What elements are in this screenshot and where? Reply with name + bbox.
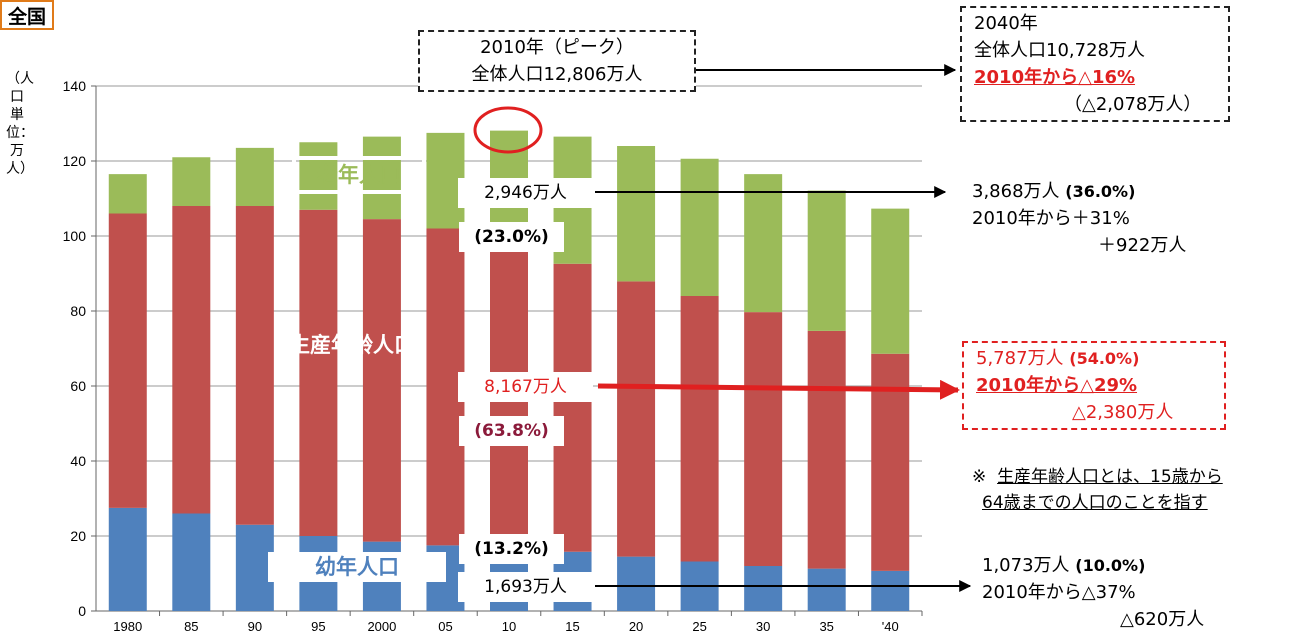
working-bar-segment (362, 219, 401, 542)
elderly-bar-segment (108, 174, 147, 214)
child-series-label: 幼年人口 (268, 552, 446, 582)
x-tick-label: 1980 (113, 619, 142, 634)
child-bar-segment (172, 513, 211, 611)
elderly-bar-segment (235, 147, 274, 206)
working-bar-segment (108, 213, 147, 508)
total-2040-line4: （△2,078万人） (1064, 94, 1202, 115)
working-bar-segment (871, 353, 910, 571)
child-2040-value: 1,073万人 (982, 555, 1070, 576)
x-tick-label: 2000 (367, 619, 396, 634)
child-bar-segment (807, 568, 846, 611)
tick-labels: 0 20 40 60 80 100 120 140 1980 85 90 95 2000 05 10 15 20… (63, 78, 899, 634)
region-badge: 全国 (0, 0, 55, 30)
elderly-2040-share: (36.0%) (1065, 182, 1136, 201)
child-bar-segment (871, 570, 910, 611)
elderly-2010-value: 2,946万人 (458, 178, 593, 208)
working-2040-callout: 5,787万人 (54.0%) 2010年から△29% △2,380万人 (962, 341, 1226, 430)
total-2040-callout: 2040年 全体人口10,728万人 2010年から△16% （△2,078万人… (960, 6, 1230, 122)
working-2040-share: (54.0%) (1069, 349, 1140, 368)
working-arrow (597, 379, 960, 400)
working-2010-value: 8,167万人 (458, 372, 593, 402)
elderly-series-label: 老年人口 (292, 156, 426, 194)
elderly-bar-segment (362, 136, 401, 220)
y-tick-label: 120 (63, 153, 87, 169)
working-bar-segment (744, 312, 783, 566)
working-bar-segment (617, 281, 656, 557)
working-bar-segment (553, 263, 592, 552)
working-2040-value: 5,787万人 (976, 348, 1064, 369)
y-tick-label: 60 (70, 378, 86, 394)
elderly-bar-segment (807, 190, 846, 331)
child-bar-segment (744, 566, 783, 611)
child-2010-value: 1,693万人 (458, 572, 593, 602)
y-tick-label: 0 (78, 603, 86, 619)
child-2010-share: (13.2%) (459, 534, 564, 564)
x-tick-label: 85 (184, 619, 198, 634)
child-2040-share: (10.0%) (1075, 556, 1146, 575)
x-tick-label: 95 (311, 619, 325, 634)
note-line2: 64歳までの人口のことを指す (982, 493, 1208, 513)
y-tick-label: 80 (70, 303, 86, 319)
note-mark: ※ (972, 467, 987, 487)
working-bar-segment (235, 206, 274, 525)
working-bar-segment (680, 296, 719, 562)
working-bar-segment (299, 209, 338, 536)
x-tick-label: 10 (502, 619, 516, 634)
y-tick-label: 100 (63, 228, 87, 244)
elderly-bar-segment (680, 158, 719, 296)
x-tick-label: 25 (692, 619, 706, 634)
child-2040-diff: △620万人 (1120, 609, 1205, 630)
elderly-2010-share: (23.0%) (459, 222, 564, 252)
x-tick-label: 90 (248, 619, 262, 634)
elderly-bar-segment (617, 146, 656, 282)
working-series-label: 生産年齢人口 (289, 333, 415, 357)
working-bar-segment (807, 330, 846, 569)
elderly-bar-segment (299, 142, 338, 210)
peak-line1: 2010年（ピーク） (480, 37, 634, 58)
y-axis-unit-label: （人口 単位：万人） (6, 71, 38, 177)
x-tick-label: 05 (438, 619, 452, 634)
child-2040-callout: 1,073万人 (10.0%) 2010年から△37% △620万人 (982, 552, 1282, 633)
total-2040-line1: 2040年 (974, 13, 1038, 34)
total-2040-line3: 2010年から△16% (974, 67, 1136, 88)
peak-line2: 全体人口12,806万人 (471, 64, 643, 85)
x-tick-label: 20 (629, 619, 643, 634)
working-2040-diff: △2,380万人 (1072, 402, 1174, 423)
definition-note: ※ 生産年齢人口とは、15歳から 64歳までの人口のことを指す (972, 464, 1223, 516)
elderly-2040-callout: 3,868万人 (36.0%) 2010年から＋31% ＋922万人 (972, 178, 1272, 259)
x-tick-label: 30 (756, 619, 770, 634)
y-tick-label: 40 (70, 453, 86, 469)
note-line1: 生産年齢人口とは、15歳から (997, 467, 1223, 487)
peak-callout: 2010年（ピーク） 全体人口12,806万人 (418, 30, 696, 92)
working-2040-change: 2010年から△29% (976, 375, 1138, 396)
working-bar-segment (172, 206, 211, 514)
y-tick-label: 140 (63, 78, 87, 94)
elderly-2040-diff: ＋922万人 (1098, 235, 1187, 256)
x-tick-label: 35 (819, 619, 833, 634)
x-tick-label: 15 (565, 619, 579, 634)
elderly-bar-segment (744, 174, 783, 313)
elderly-bar-segment (172, 157, 211, 206)
working-2010-share: (63.8%) (459, 416, 564, 446)
child-2040-change: 2010年から△37% (982, 582, 1136, 603)
elderly-2040-change: 2010年から＋31% (972, 208, 1130, 229)
y-tick-label: 20 (70, 528, 86, 544)
peak-highlight-circle (473, 106, 543, 154)
child-bar-segment (108, 507, 147, 611)
total-2040-line2: 全体人口10,728万人 (974, 40, 1145, 61)
child-bar-segment (617, 556, 656, 611)
elderly-bar-segment (871, 208, 910, 354)
elderly-2040-value: 3,868万人 (972, 181, 1060, 202)
child-bar-segment (235, 524, 274, 611)
x-tick-label: '40 (882, 619, 899, 634)
